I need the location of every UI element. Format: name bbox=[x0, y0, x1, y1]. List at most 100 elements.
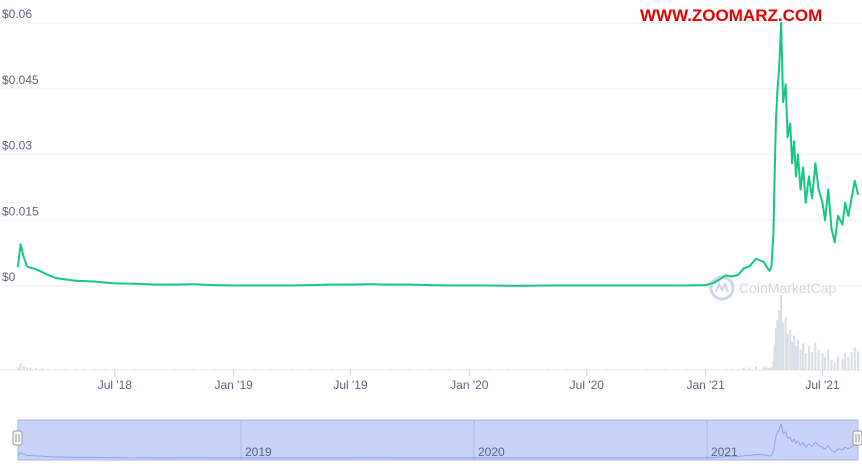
x-tick-label: Jul '19 bbox=[333, 378, 368, 392]
line-segment bbox=[784, 83, 789, 138]
volume-bar bbox=[713, 369, 716, 370]
range-navigator[interactable]: 2019 2020 2021 bbox=[12, 419, 862, 461]
line-segment bbox=[64, 278, 77, 282]
volume-bar bbox=[776, 319, 779, 370]
volume-bar bbox=[94, 369, 97, 370]
coinmarketcap-text: CoinMarketCap bbox=[739, 280, 836, 296]
volume-bar bbox=[827, 349, 830, 370]
volume-bar bbox=[811, 352, 814, 370]
line-segment bbox=[827, 188, 833, 231]
navigator-line-segment bbox=[848, 446, 852, 450]
line-segment bbox=[193, 283, 215, 287]
navigator-line-segment bbox=[802, 442, 807, 448]
volume-bar bbox=[252, 369, 255, 370]
volume-bar bbox=[824, 357, 827, 370]
volume-bar bbox=[754, 366, 757, 370]
volume-bar bbox=[773, 344, 776, 370]
y-tick-label: $0.045 bbox=[2, 73, 39, 87]
volume-bar bbox=[841, 358, 844, 370]
navigator-handle-right[interactable] bbox=[852, 430, 862, 446]
navigator-line-segment bbox=[800, 442, 804, 446]
volume-bar bbox=[193, 369, 196, 370]
volume-bar bbox=[468, 369, 471, 370]
volume-bar bbox=[847, 356, 850, 370]
volume-bar bbox=[775, 328, 778, 370]
line-segment bbox=[772, 171, 776, 235]
x-tick-label: Jan '20 bbox=[450, 378, 489, 392]
coinmarketcap-watermark: CoinMarketCap bbox=[709, 275, 836, 301]
line-segment bbox=[770, 232, 775, 268]
line-segment bbox=[55, 277, 67, 281]
navigator-handle-left[interactable] bbox=[12, 430, 23, 446]
volume-bar bbox=[29, 367, 32, 370]
y-tick-label: $0 bbox=[2, 270, 16, 284]
volume-bar bbox=[133, 369, 136, 370]
volume-bar bbox=[780, 295, 783, 370]
volume-bar bbox=[17, 367, 19, 370]
volume-bar bbox=[507, 369, 510, 370]
line-segment bbox=[35, 268, 43, 273]
volume-bar bbox=[772, 360, 775, 370]
navigator-label-2020: 2020 bbox=[478, 445, 505, 459]
volume-bar bbox=[428, 369, 431, 370]
volume-bar bbox=[857, 350, 859, 370]
line-segment bbox=[742, 265, 751, 270]
volume-bar bbox=[836, 356, 839, 370]
line-segment bbox=[736, 267, 745, 277]
navigator-line-segment bbox=[774, 436, 777, 444]
line-segment bbox=[22, 256, 29, 268]
navigator-line-segment bbox=[20, 452, 25, 455]
volume-bar bbox=[704, 369, 707, 370]
volume-bar bbox=[767, 367, 770, 370]
volume-bar bbox=[762, 366, 765, 370]
volume-bar bbox=[546, 369, 549, 370]
volume-bar bbox=[330, 369, 333, 370]
volume-bar bbox=[782, 322, 785, 370]
navigator-line-segment bbox=[737, 455, 744, 458]
line-segment bbox=[775, 92, 779, 121]
navigator-line-segment bbox=[749, 453, 757, 456]
navigator-line-segment bbox=[793, 438, 797, 444]
volume-bar bbox=[35, 367, 38, 370]
volume-bar bbox=[796, 339, 799, 370]
line-segment bbox=[776, 65, 781, 95]
volume-bar bbox=[765, 367, 768, 370]
navigator-selection[interactable] bbox=[17, 419, 859, 461]
line-segment bbox=[853, 179, 859, 195]
line-segment bbox=[817, 188, 824, 204]
volume-bar bbox=[448, 369, 451, 370]
navigator-line-segment bbox=[780, 423, 784, 435]
navigator-series bbox=[17, 423, 859, 459]
line-segment bbox=[850, 179, 856, 200]
navigator-line-segment bbox=[787, 436, 791, 440]
volume-bar bbox=[310, 369, 313, 370]
navigator-handle-left-grip[interactable] bbox=[12, 430, 23, 446]
volume-bar bbox=[488, 369, 491, 370]
navigator-label-2019: 2019 bbox=[245, 445, 272, 459]
navigator-line-segment bbox=[771, 450, 774, 456]
volume-bar bbox=[113, 369, 116, 370]
navigator-line-segment bbox=[822, 446, 826, 450]
volume-bar bbox=[830, 359, 833, 370]
navigator-line-segment bbox=[23, 453, 28, 456]
navigator-line-segment bbox=[789, 436, 793, 443]
x-tick-label: Jan '19 bbox=[214, 378, 253, 392]
grid-lines bbox=[0, 22, 862, 371]
volume-bar bbox=[173, 369, 176, 370]
line-segment bbox=[802, 166, 807, 204]
volume-bar bbox=[804, 353, 807, 370]
volume-bar bbox=[605, 369, 608, 370]
volume-bar bbox=[853, 347, 856, 370]
y-axis-ticks: $0 $0.015 $0.03 $0.045 $0.06 bbox=[2, 7, 39, 284]
volume-bars bbox=[17, 295, 859, 370]
volume-bar bbox=[748, 367, 751, 370]
navigator-handle-right-grip[interactable] bbox=[852, 430, 862, 446]
line-segment bbox=[29, 266, 38, 271]
volume-bar bbox=[527, 369, 530, 370]
volume-bar bbox=[833, 362, 836, 370]
navigator-line-segment bbox=[776, 429, 780, 434]
volume-bar bbox=[369, 369, 372, 370]
volume-bar bbox=[793, 335, 796, 370]
navigator-line-segment bbox=[785, 431, 789, 439]
volume-bar bbox=[408, 369, 411, 370]
